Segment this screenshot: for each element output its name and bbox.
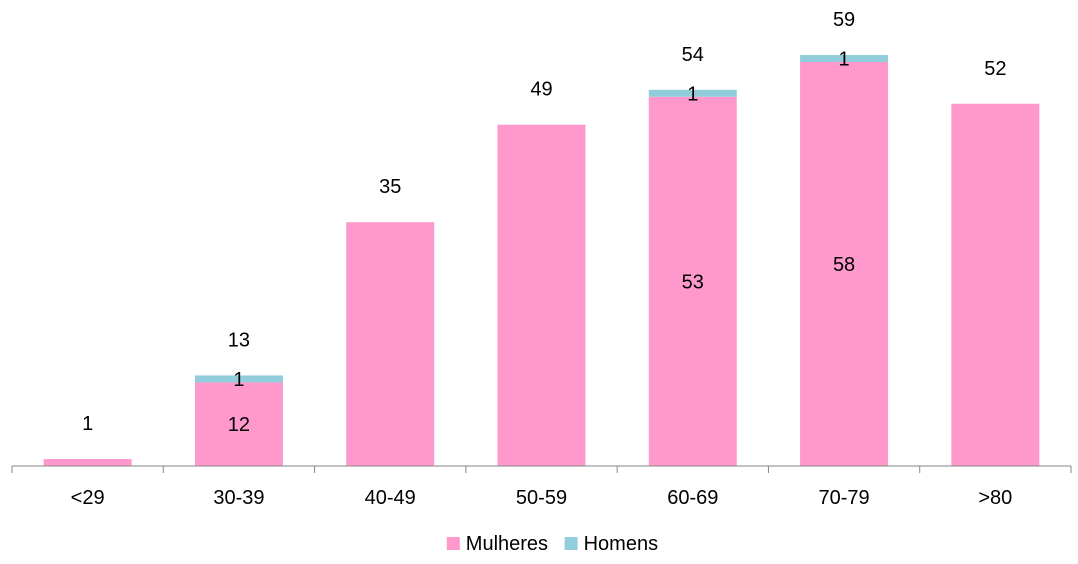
legend-label-homens: Homens [584,533,658,555]
total-label: 35 [379,176,401,198]
segment-label-homens: 1 [839,48,850,70]
x-tick-label: 30-39 [213,487,264,509]
x-axis-ticks [11,466,1072,473]
segment-label-homens: 1 [233,369,244,391]
bar-homens-2 [194,375,283,383]
bar-homens-6 [800,55,889,62]
total-label: 13 [228,329,250,351]
bar-mulheres-5 [648,96,737,467]
x-tick-labels: <29 30-39 40-49 50-59 60-69 70-79 >80 [71,487,1013,509]
total-label: 52 [984,58,1006,80]
bars-layer [43,55,1040,467]
bar-mulheres-2 [194,382,283,466]
legend-label-mulheres: Mulheres [466,533,548,555]
data-labels-layer: 1 12 1 13 35 49 53 1 54 58 1 59 52 [82,9,1006,436]
segment-label-mulheres: 58 [833,254,855,276]
legend: Mulheres Homens [446,533,658,555]
x-tick-label: 50-59 [516,487,567,509]
segment-label-homens: 1 [687,83,698,105]
x-tick-label: 70-79 [818,487,869,509]
bar-mulheres-3 [346,222,435,466]
total-label: 59 [833,9,855,31]
bar-mulheres-7 [951,103,1040,467]
bar-mulheres-1 [43,459,132,466]
bar-homens-5 [648,89,737,97]
total-label: 54 [682,44,704,66]
total-label: 49 [530,79,552,101]
x-tick-label: 60-69 [667,487,718,509]
segment-label-mulheres: 53 [682,271,704,293]
x-tick-label: 40-49 [365,487,416,509]
segment-label-mulheres: 12 [228,414,250,436]
legend-swatch-mulheres [446,537,460,550]
legend-swatch-homens [564,537,578,550]
x-tick-label: <29 [71,487,105,509]
x-tick-label: >80 [978,487,1012,509]
bar-mulheres-6 [800,61,889,467]
bar-mulheres-4 [497,124,586,467]
total-label: 1 [82,413,93,435]
